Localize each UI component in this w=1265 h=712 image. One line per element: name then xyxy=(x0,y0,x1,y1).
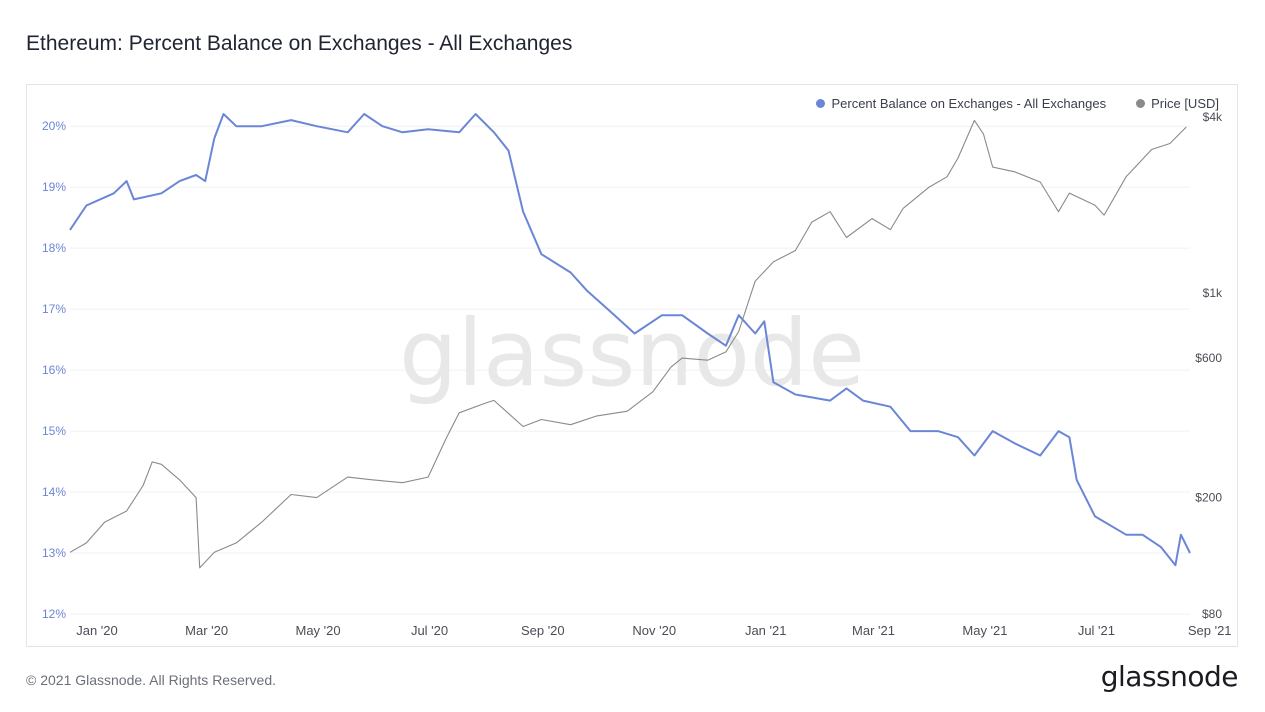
x-tick-label: Nov '20 xyxy=(632,623,676,638)
x-tick-label: Jan '21 xyxy=(745,623,787,638)
page-title: Ethereum: Percent Balance on Exchanges -… xyxy=(26,32,573,55)
x-tick-label: Jan '20 xyxy=(76,623,118,638)
right-tick-label: $80 xyxy=(1202,607,1222,621)
x-tick-label: Mar '21 xyxy=(852,623,895,638)
copyright-text: © 2021 Glassnode. All Rights Reserved. xyxy=(26,672,277,688)
x-tick-label: May '20 xyxy=(296,623,341,638)
x-tick-label: May '21 xyxy=(962,623,1007,638)
legend-item-percent-balance[interactable]: Percent Balance on Exchanges - All Excha… xyxy=(816,96,1106,111)
left-tick-label: 19% xyxy=(42,180,66,194)
right-axis: $80 $200 $600 $1k $4k xyxy=(1195,110,1223,621)
left-tick-label: 20% xyxy=(42,119,66,133)
left-tick-label: 16% xyxy=(42,363,66,377)
left-tick-label: 15% xyxy=(42,424,66,438)
series-line-price xyxy=(69,119,1187,569)
right-tick-label: $200 xyxy=(1195,491,1222,505)
left-tick-label: 17% xyxy=(42,302,66,316)
legend-item-price[interactable]: Price [USD] xyxy=(1136,96,1219,111)
left-tick-label: 14% xyxy=(42,485,66,499)
left-tick-label: 13% xyxy=(42,546,66,560)
legend-dot-percent-balance xyxy=(816,99,826,108)
left-axis: 12% 13% 14% 15% 16% 17% 18% 19% 20% xyxy=(42,119,66,621)
series-layer xyxy=(69,113,1191,569)
right-tick-label: $600 xyxy=(1195,351,1222,365)
x-tick-label: Sep '20 xyxy=(521,623,565,638)
series-line-percent-balance xyxy=(69,113,1191,567)
x-axis: Jan '20 Mar '20 May '20 Jul '20 Sep '20 Nov '… xyxy=(76,623,1231,638)
x-tick-label: Jul '20 xyxy=(411,623,448,638)
legend-label-price: Price [USD] xyxy=(1151,96,1219,111)
left-tick-label: 12% xyxy=(42,607,66,621)
chart-legend: Percent Balance on Exchanges - All Excha… xyxy=(816,96,1219,111)
glassnode-logo: glassnode xyxy=(1100,660,1239,693)
legend-dot-price xyxy=(1136,99,1146,108)
chart-frame xyxy=(26,84,1238,647)
right-tick-label: $4k xyxy=(1203,110,1223,124)
x-tick-label: Sep '21 xyxy=(1188,623,1232,638)
watermark: glassnode xyxy=(399,300,865,407)
right-tick-label: $1k xyxy=(1203,286,1223,300)
x-tick-label: Mar '20 xyxy=(185,623,228,638)
x-tick-label: Jul '21 xyxy=(1078,623,1115,638)
legend-label-percent-balance: Percent Balance on Exchanges - All Excha… xyxy=(831,96,1107,111)
left-tick-label: 18% xyxy=(42,241,66,255)
